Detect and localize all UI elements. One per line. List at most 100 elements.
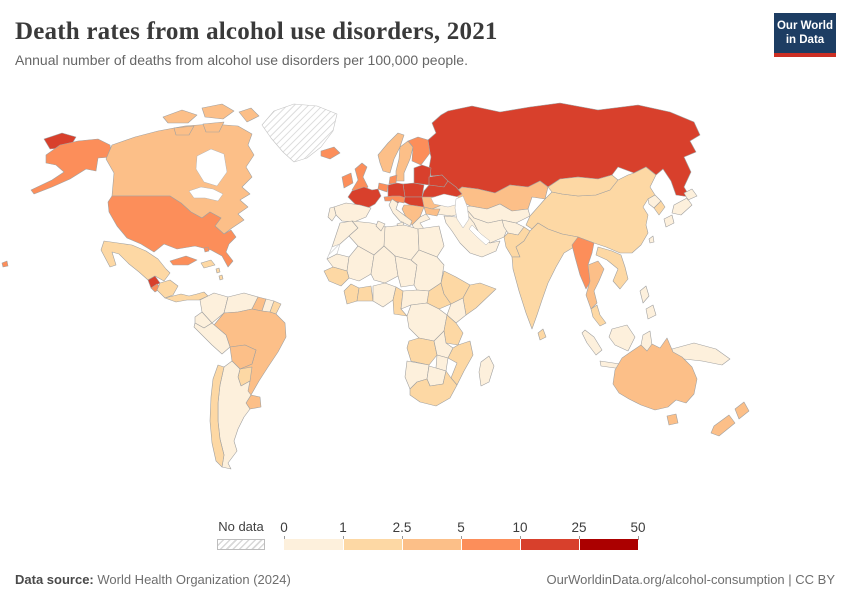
legend-tickmark [343, 536, 344, 540]
country-cuba[interactable] [169, 255, 198, 266]
legend-tickmark [284, 536, 285, 540]
map-water [188, 148, 491, 246]
country-australia[interactable] [612, 337, 698, 411]
country-japan[interactable] [663, 188, 698, 228]
legend-bin-0-1[interactable] [284, 539, 343, 550]
attribution-link[interactable]: OurWorldinData.org/alcohol-consumption |… [546, 572, 835, 587]
country-lesser-antilles-1[interactable] [215, 267, 221, 274]
country-iceland[interactable] [320, 146, 341, 160]
country-alaska[interactable] [30, 138, 113, 195]
country-ghana[interactable] [356, 285, 374, 302]
no-data-swatch[interactable] [217, 539, 265, 550]
country-portugal[interactable] [327, 206, 337, 222]
country-thailand[interactable] [585, 260, 605, 310]
data-source: Data source: World Health Organization (… [15, 572, 291, 587]
legend-bin-10-25[interactable] [520, 539, 579, 550]
legend-bin-2.5-5[interactable] [402, 539, 461, 550]
country-laos-vietnam[interactable] [595, 246, 629, 290]
country-india[interactable] [511, 222, 579, 330]
country-malaysia[interactable] [590, 304, 607, 327]
country-honduras-nicaragua[interactable] [156, 279, 179, 299]
water-great-lakes [188, 186, 224, 202]
country-france[interactable] [347, 186, 382, 210]
country-taiwan[interactable] [648, 235, 655, 244]
country-peru[interactable] [193, 322, 231, 355]
water-caspian-sea [454, 195, 470, 229]
country-canada-arctic-1[interactable] [162, 109, 198, 124]
legend-tick-1: 1 [339, 520, 347, 535]
world-map[interactable] [0, 95, 850, 510]
map-legend: No data 0 1 2.5 5 10 25 50 [217, 519, 646, 550]
country-poland[interactable] [402, 182, 425, 198]
legend-bin-5-10[interactable] [461, 539, 520, 550]
country-canada-arctic-4[interactable] [173, 125, 195, 136]
legend-tick-50: 50 [630, 520, 646, 535]
country-madagascar[interactable] [478, 355, 495, 387]
country-senegal-guinea[interactable] [323, 266, 350, 287]
country-bulgaria[interactable] [423, 206, 441, 217]
country-lesser-antilles-2[interactable] [218, 274, 224, 281]
data-source-label: Data source: [15, 572, 94, 587]
page-subtitle: Annual number of deaths from alcohol use… [15, 52, 468, 68]
country-angola[interactable] [406, 337, 438, 366]
country-new-zealand-south[interactable] [710, 414, 736, 437]
legend-colorbar: 0 1 2.5 5 10 25 50 [280, 520, 646, 550]
legend-tickmark [402, 536, 403, 540]
country-nigeria[interactable] [372, 282, 397, 308]
legend-tick-5: 5 [457, 520, 465, 535]
country-sumatra[interactable] [581, 329, 603, 356]
legend-bin-25-50[interactable] [579, 539, 638, 550]
legend-tickmark [638, 536, 639, 540]
country-uk[interactable] [351, 162, 369, 194]
country-tunisia[interactable] [375, 220, 386, 232]
country-bahamas[interactable] [203, 246, 210, 253]
country-canada-arctic-5[interactable] [202, 121, 225, 133]
legend-tickmark [461, 536, 462, 540]
owid-logo-line1: Our World [776, 20, 833, 32]
country-borneo[interactable] [608, 324, 636, 352]
legend-no-data: No data [217, 519, 265, 550]
legend-tick-2.5: 2.5 [392, 520, 412, 535]
country-pacific-island[interactable] [1, 260, 9, 268]
chart-footer: Data source: World Health Organization (… [0, 572, 850, 587]
country-hispaniola[interactable] [200, 259, 216, 269]
country-denmark[interactable] [388, 174, 398, 185]
country-ireland[interactable] [341, 172, 354, 189]
country-canada-arctic-3[interactable] [238, 107, 260, 123]
country-costa-rica-panama[interactable] [164, 291, 209, 303]
legend-color-bar [284, 539, 638, 550]
country-usa[interactable] [107, 195, 237, 268]
legend-bin-1-2.5[interactable] [343, 539, 402, 550]
country-mozambique[interactable] [447, 340, 474, 386]
page-title: Death rates from alcohol use disorders, … [15, 18, 498, 45]
no-data-label: No data [218, 519, 264, 534]
country-greenland[interactable] [261, 103, 338, 163]
country-spain[interactable] [333, 202, 372, 223]
country-mongolia[interactable] [547, 174, 619, 197]
country-egypt[interactable] [417, 225, 445, 258]
legend-tick-25: 25 [571, 520, 587, 535]
country-finland[interactable] [407, 136, 431, 166]
water-persian-gulf [468, 224, 491, 246]
country-philippines[interactable] [639, 285, 657, 320]
country-chile[interactable] [209, 364, 225, 468]
owid-logo-line2: in Data [785, 34, 825, 47]
legend-tick-0: 0 [280, 520, 288, 535]
country-new-zealand-north[interactable] [734, 401, 750, 420]
country-kenya[interactable] [446, 297, 467, 324]
owid-logo[interactable]: Our World in Data [774, 13, 836, 57]
country-baltic-states[interactable] [413, 164, 432, 186]
country-south-africa[interactable] [409, 370, 458, 407]
country-benelux[interactable] [377, 182, 389, 193]
water-hudson-bay [195, 148, 228, 187]
legend-tickmark [520, 536, 521, 540]
country-south-korea[interactable] [653, 200, 666, 216]
country-tasmania[interactable] [666, 413, 679, 426]
data-source-value: World Health Organization (2024) [93, 572, 291, 587]
legend-tickmark [579, 536, 580, 540]
country-norway[interactable] [377, 132, 405, 174]
country-sri-lanka[interactable] [537, 328, 547, 341]
country-canada-arctic-2[interactable] [201, 103, 235, 120]
legend-tick-10: 10 [512, 520, 528, 535]
